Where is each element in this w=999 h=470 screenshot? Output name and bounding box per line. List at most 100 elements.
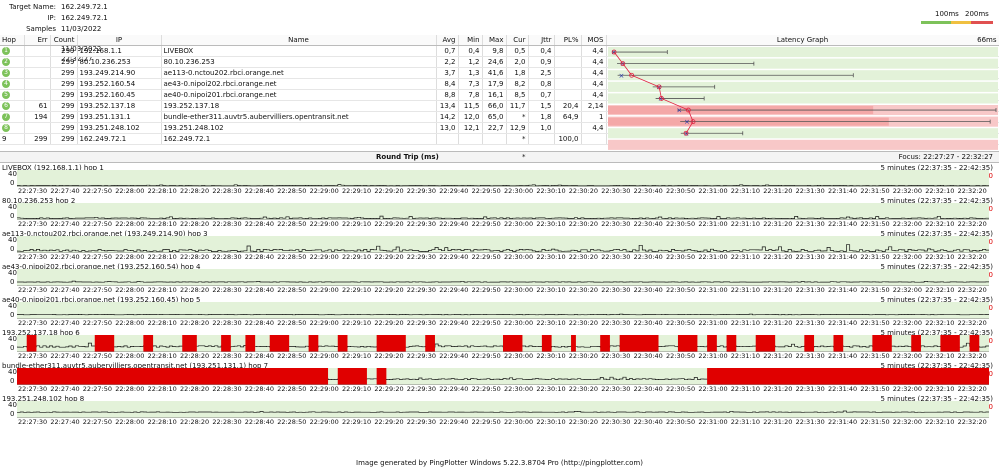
timeline-bg bbox=[17, 203, 989, 220]
hop-row[interactable]: 9 299 299 162.249.72.1 162.249.72.1 * 100,0 bbox=[0, 133, 999, 145]
col-max[interactable]: Max bbox=[482, 35, 507, 46]
packet-loss-block bbox=[541, 335, 552, 352]
time-ticks: 22:27:30 22:27:40 22:27:50 22:28:00 22:28:10… bbox=[18, 352, 990, 360]
col-hop[interactable]: Hop bbox=[0, 35, 25, 46]
hop-ip-cell: 162.249.72.1 bbox=[77, 133, 162, 145]
timeline-range: 5 minutes (22:37:35 - 22:42:35) bbox=[880, 164, 993, 172]
hop-min-cell: 1,3 bbox=[458, 67, 483, 79]
time-tick: 22:31:40 bbox=[828, 220, 858, 228]
col-latency-graph[interactable]: Latency Graph 66ms bbox=[606, 35, 999, 46]
time-tick: 22:31:40 bbox=[828, 187, 858, 195]
time-tick: 22:32:00 bbox=[892, 385, 922, 393]
hop-min-cell: 11,5 bbox=[458, 100, 483, 112]
latency-line bbox=[17, 215, 989, 219]
time-tick: 22:31:20 bbox=[763, 253, 793, 261]
col-pl[interactable]: PL% bbox=[554, 35, 582, 46]
time-ticks: 22:27:30 22:27:40 22:27:50 22:28:00 22:28:10… bbox=[18, 253, 990, 261]
hop-timeline[interactable]: ae43-0.nipoi202.rbci.orange.net (193.252… bbox=[0, 263, 999, 295]
time-tick: 22:29:20 bbox=[374, 352, 404, 360]
y-axis-bottom: 0 bbox=[10, 212, 15, 220]
col-count[interactable]: Count bbox=[50, 35, 78, 46]
col-cur[interactable]: Cur bbox=[506, 35, 529, 46]
time-tick: 22:29:40 bbox=[439, 418, 469, 426]
time-tick: 22:31:30 bbox=[795, 352, 825, 360]
time-tick: 22:32:00 bbox=[892, 319, 922, 327]
hop-ip-cell: 193.251.131.1 bbox=[77, 111, 162, 123]
time-tick: 22:30:20 bbox=[568, 253, 598, 261]
time-tick: 22:30:00 bbox=[504, 187, 534, 195]
time-tick: 22:30:20 bbox=[568, 385, 598, 393]
hop-max-cell: 17,9 bbox=[482, 78, 507, 90]
packet-loss-block bbox=[26, 335, 37, 352]
col-name[interactable]: Name bbox=[161, 35, 437, 46]
time-tick: 22:27:30 bbox=[18, 418, 48, 426]
timeline-range: 5 minutes (22:37:35 - 22:42:35) bbox=[880, 296, 993, 304]
hop-timeline[interactable]: LIVEBOX (192.168.1.1) hop 1 5 minutes (22… bbox=[0, 164, 999, 196]
hop-timeline[interactable]: 80.10.236.253 hop 2 5 minutes (22:37:35 -… bbox=[0, 197, 999, 229]
time-tick: 22:31:10 bbox=[730, 319, 760, 327]
hop-max-cell: 24,6 bbox=[482, 56, 507, 68]
latency-graph[interactable]: ×××××××× bbox=[608, 46, 998, 150]
packet-loss-block bbox=[571, 335, 576, 352]
hop-ip-cell: 193.249.214.90 bbox=[77, 67, 162, 79]
hop-jttr-cell: 0,7 bbox=[528, 89, 555, 101]
time-tick: 22:29:00 bbox=[309, 418, 339, 426]
col-mos[interactable]: MOS bbox=[581, 35, 607, 46]
hop-timeline[interactable]: 193.251.248.102 hop 8 5 minutes (22:37:35… bbox=[0, 395, 999, 427]
packet-loss-block bbox=[833, 335, 844, 352]
hop-timeline[interactable]: 193.252.137.18 hop 6 5 minutes (22:37:35 … bbox=[0, 329, 999, 361]
time-tick: 22:31:00 bbox=[698, 418, 728, 426]
hop-count-cell: 299 bbox=[50, 111, 78, 123]
time-tick: 22:32:00 bbox=[892, 253, 922, 261]
timeline-range: 5 minutes (22:37:35 - 22:42:35) bbox=[880, 362, 993, 370]
time-tick: 22:29:50 bbox=[471, 319, 501, 327]
packet-loss-block bbox=[707, 368, 989, 385]
hop-min-cell: 12,1 bbox=[458, 122, 483, 134]
packet-loss-block bbox=[804, 335, 815, 352]
time-tick: 22:32:00 bbox=[892, 220, 922, 228]
hop-cell: 4 bbox=[0, 78, 25, 90]
packet-loss-block bbox=[308, 335, 319, 352]
ip-value: 162.249.72.1 bbox=[61, 14, 108, 22]
time-tick: 22:30:50 bbox=[666, 385, 696, 393]
time-tick: 22:28:40 bbox=[244, 286, 274, 294]
timeline-title: bundle-ether311.auvtr5.aubervilliers.ope… bbox=[2, 362, 269, 370]
hop-cell: 8 bbox=[0, 122, 25, 134]
time-tick: 22:30:20 bbox=[568, 319, 598, 327]
col-err[interactable]: Err bbox=[24, 35, 51, 46]
col-ip[interactable]: IP bbox=[77, 35, 162, 46]
time-tick: 22:28:00 bbox=[115, 319, 145, 327]
time-tick: 22:31:50 bbox=[860, 253, 890, 261]
timeline-chart bbox=[17, 269, 989, 286]
time-tick: 22:28:10 bbox=[147, 418, 177, 426]
footer-credit: Image generated by PingPlotter Windows 5… bbox=[356, 459, 643, 467]
time-ticks: 22:27:30 22:27:40 22:27:50 22:28:00 22:28:10… bbox=[18, 418, 990, 426]
time-tick: 22:30:20 bbox=[568, 220, 598, 228]
hop-avg-cell: 8,4 bbox=[436, 78, 459, 90]
hop-count-cell: 299 bbox=[50, 122, 78, 134]
time-tick: 22:31:30 bbox=[795, 253, 825, 261]
hop-count-cell: 299 bbox=[50, 89, 78, 101]
hop-timeline[interactable]: ae40-0.nipoi201.rbci.orange.net (193.252… bbox=[0, 296, 999, 328]
col-jttr[interactable]: Jttr bbox=[528, 35, 555, 46]
time-tick: 22:28:20 bbox=[180, 220, 210, 228]
timeline-title: LIVEBOX (192.168.1.1) hop 1 bbox=[2, 164, 104, 172]
latency-line bbox=[17, 184, 989, 187]
col-avg[interactable]: Avg bbox=[436, 35, 459, 46]
time-tick: 22:27:40 bbox=[50, 253, 80, 261]
time-tick: 22:30:40 bbox=[633, 352, 663, 360]
hop-cur-cell: 11,7 bbox=[506, 100, 529, 112]
latency-line bbox=[17, 313, 989, 316]
time-tick: 22:28:30 bbox=[212, 286, 242, 294]
time-tick: 22:32:20 bbox=[957, 187, 987, 195]
hop-mos-cell bbox=[581, 133, 607, 145]
packet-loss-block bbox=[940, 335, 960, 352]
hop-timeline[interactable]: bundle-ether311.auvtr5.aubervilliers.ope… bbox=[0, 362, 999, 394]
timeline-bg bbox=[17, 401, 989, 418]
col-min[interactable]: Min bbox=[458, 35, 483, 46]
hop-max-cell: 41,6 bbox=[482, 67, 507, 79]
time-tick: 22:29:30 bbox=[406, 418, 436, 426]
current-marker: × bbox=[611, 49, 617, 57]
hop-timeline[interactable]: ae113-0.nctou202.rbci.orange.net (193.24… bbox=[0, 230, 999, 262]
time-tick: 22:30:20 bbox=[568, 352, 598, 360]
